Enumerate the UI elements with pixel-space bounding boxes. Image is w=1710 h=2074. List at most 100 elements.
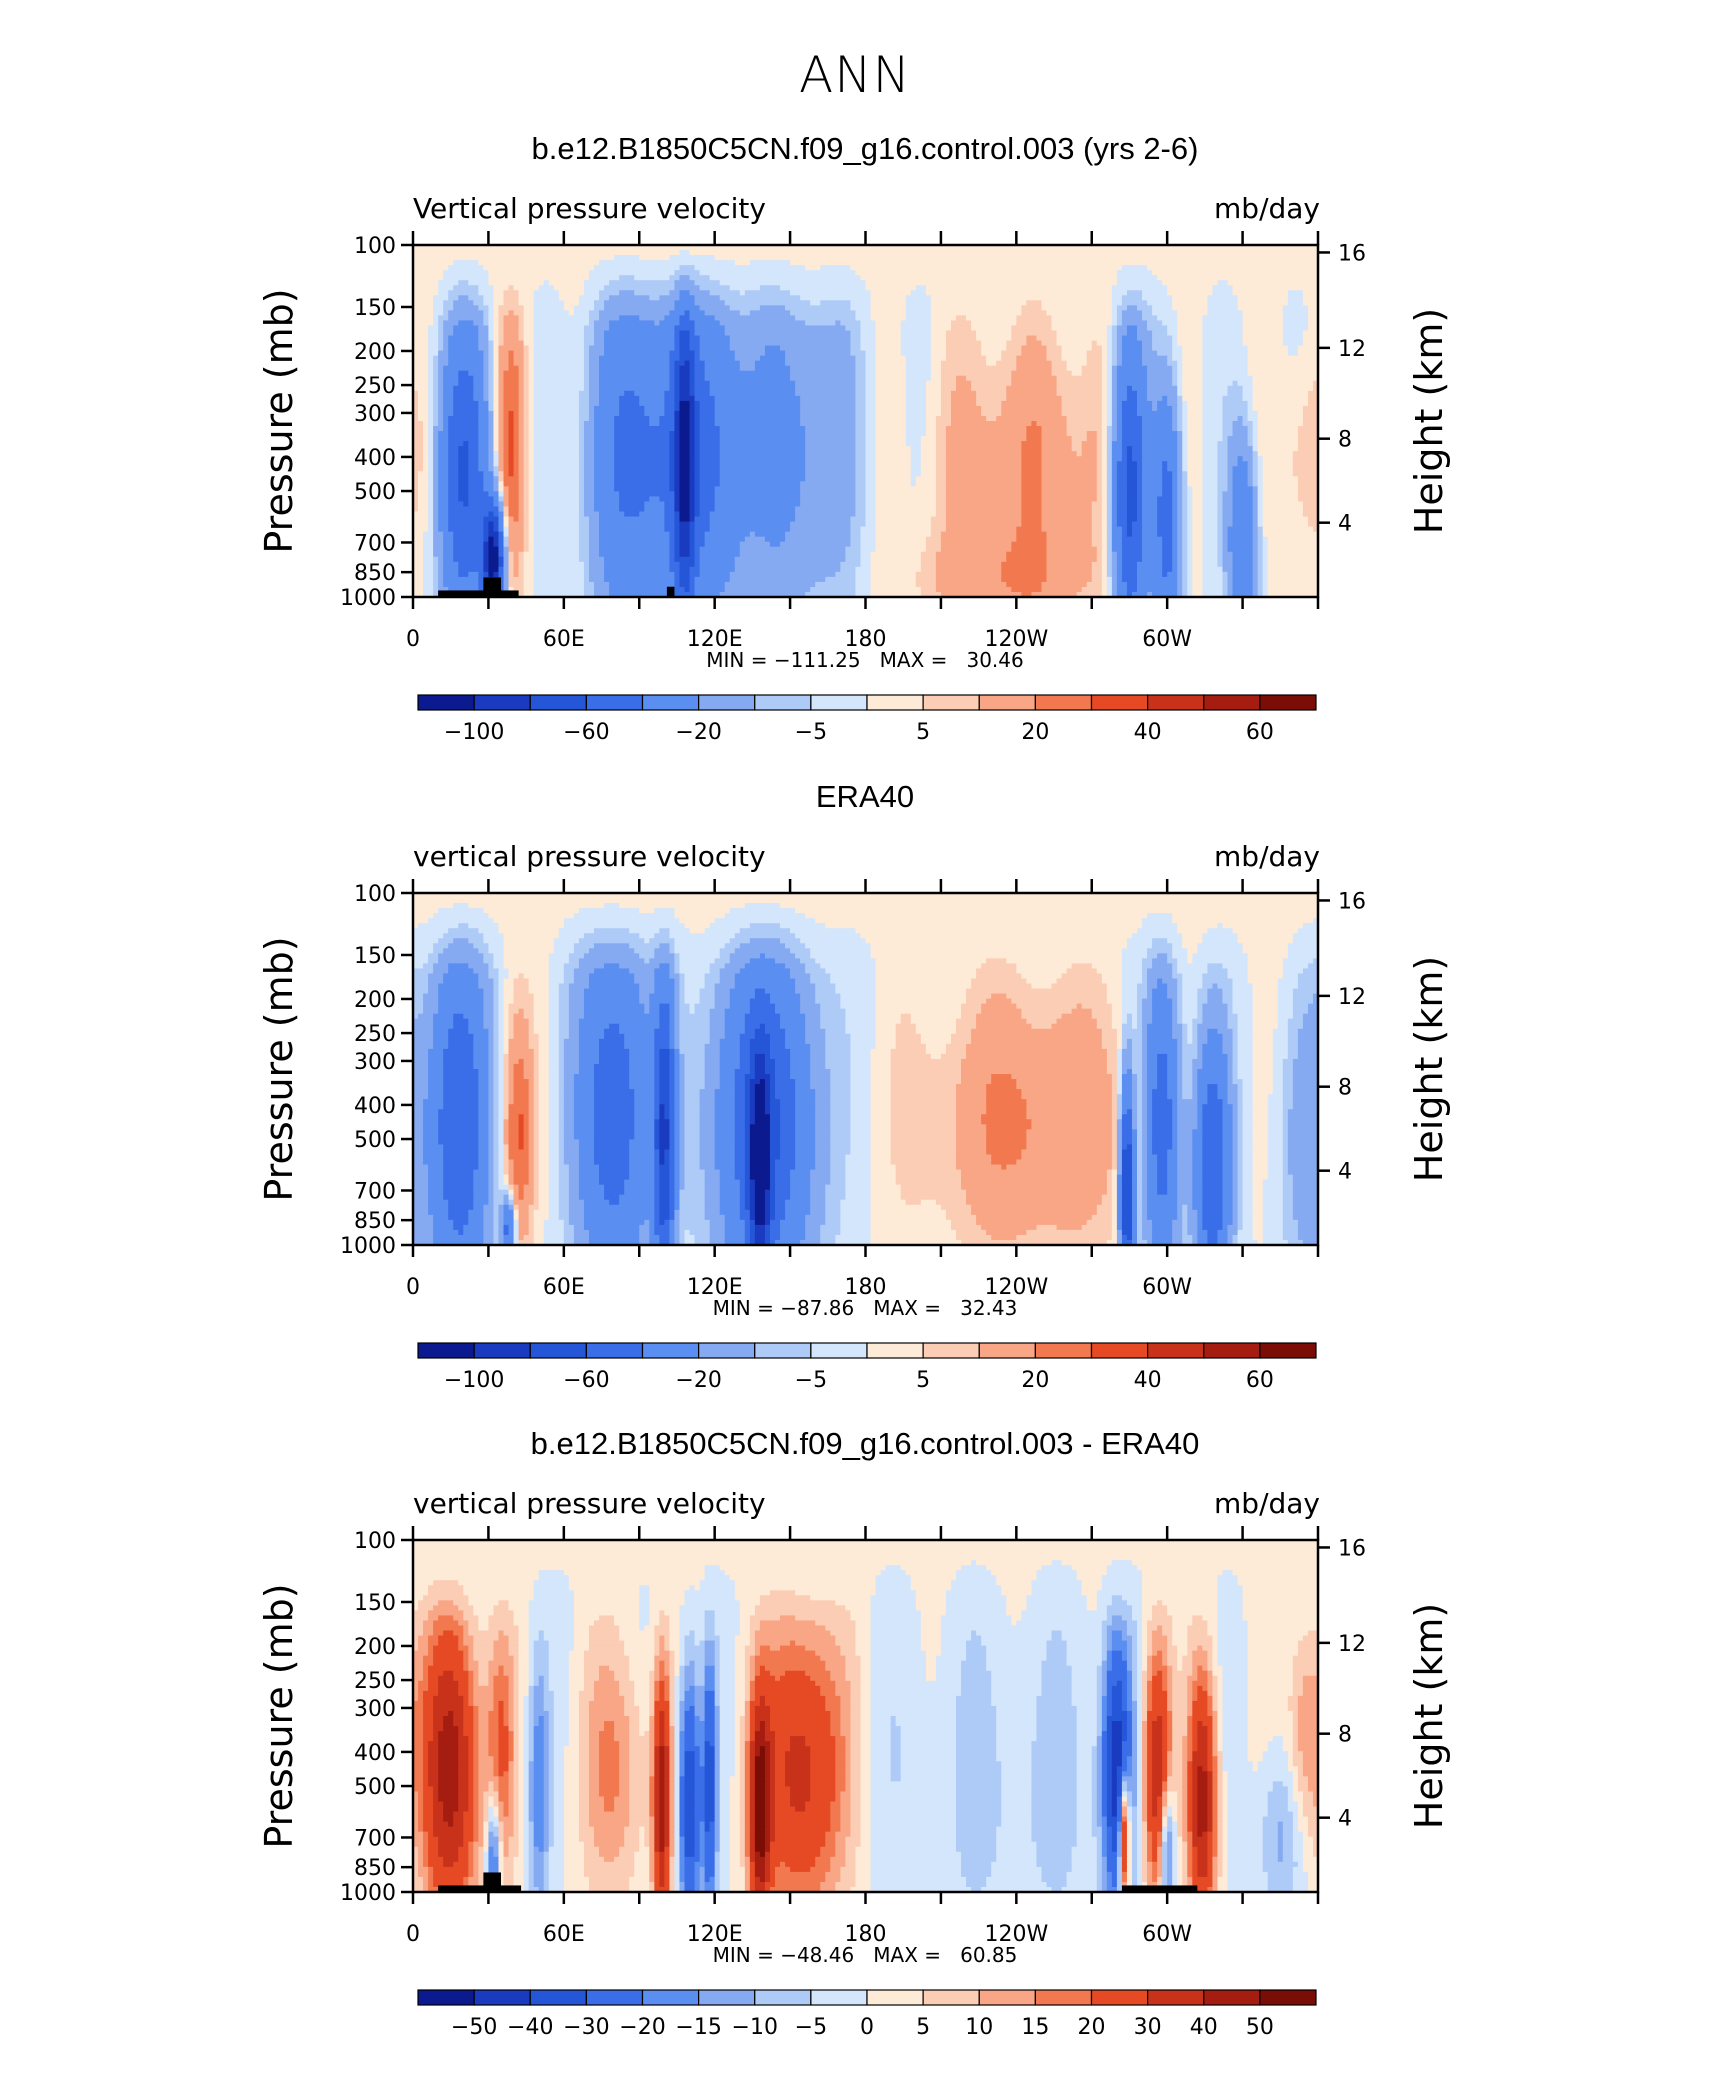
x-tick-label: 120E — [687, 1922, 743, 1947]
colorbar-box — [698, 694, 756, 711]
colorbar-label: 5 — [916, 1368, 930, 1393]
height-tick-label: 12 — [1338, 337, 1366, 362]
field-name-label: Vertical pressure velocity — [413, 192, 766, 225]
y-tick-label: 300 — [354, 402, 396, 427]
colorbar-label: −60 — [563, 720, 609, 745]
colorbar-box — [417, 694, 475, 711]
colorbar-label: −10 — [732, 2015, 778, 2040]
y-tick-label: 850 — [354, 561, 396, 586]
colorbar: −50 −40 −30 −20 −15 −10 −5 0 5 10 15 20 30 40 50 — [417, 1989, 1317, 2040]
colorbar-box — [866, 1989, 924, 2006]
units-label: mb/day — [1214, 1487, 1320, 1520]
x-tick-label: 60E — [543, 1275, 585, 1300]
colorbar-box — [1147, 1989, 1205, 2006]
colorbar-box — [529, 1342, 587, 1359]
colorbar-box — [1203, 694, 1261, 711]
topography-mask — [1121, 1885, 1198, 1892]
colorbar-label: 40 — [1134, 1368, 1162, 1393]
colorbar-label: −100 — [444, 1368, 504, 1393]
y-axis-label: Pressure (mb) — [257, 936, 301, 1201]
colorbar-label: −5 — [795, 2015, 827, 2040]
y-tick-label: 500 — [354, 1775, 396, 1800]
colorbar-box — [866, 1342, 924, 1359]
colorbar-box — [1147, 1342, 1205, 1359]
y-tick-label: 250 — [354, 374, 396, 399]
x-tick-label: 0 — [406, 1922, 420, 1947]
panel-title: ERA40 — [816, 779, 914, 814]
x-axis: 0 60E 120E 180 120W 60W — [406, 879, 1320, 1300]
colorbar-box — [698, 1989, 756, 2006]
contour-field — [413, 245, 1319, 598]
x-tick-label: 60W — [1142, 1922, 1192, 1947]
x-tick-label: 60E — [543, 627, 585, 652]
colorbar-box — [978, 1342, 1036, 1359]
colorbar-box — [641, 1989, 700, 2006]
colorbar-label: 0 — [860, 2015, 874, 2040]
figure-title: ANN — [799, 46, 911, 104]
colorbar-box — [1034, 1989, 1093, 2006]
y-tick-label: 1000 — [340, 1234, 396, 1259]
colorbar-box — [922, 1989, 980, 2006]
colorbar: −100 −60 −20 −5 5 20 40 60 — [417, 694, 1317, 745]
panel-title: b.e12.B1850C5CN.f09_g16.control.003 - ER… — [531, 1426, 1200, 1461]
min-max-text: MIN = −111.25 MAX = 30.46 — [706, 648, 1023, 672]
colorbar-label: 5 — [916, 2015, 930, 2040]
contour-field — [413, 1540, 1319, 1893]
colorbar-box — [585, 694, 644, 711]
colorbar-label: −30 — [563, 2015, 609, 2040]
colorbar-box — [1259, 694, 1317, 711]
colorbar-box — [1203, 1342, 1261, 1359]
height-tick-label: 4 — [1338, 1160, 1352, 1185]
panel-2: ERA40 vertical pressure velocity mb/day 0 60… — [257, 779, 1451, 1393]
y-tick-label: 850 — [354, 1209, 396, 1234]
colorbar-box — [1090, 1342, 1149, 1359]
colorbar-label: −20 — [675, 1368, 721, 1393]
y-axis-right: 16 12 8 4 — [1318, 241, 1366, 537]
topography-mask — [438, 590, 519, 597]
colorbar-box — [585, 1989, 644, 2006]
height-tick-label: 16 — [1338, 1536, 1366, 1561]
colorbar-box — [529, 694, 587, 711]
colorbar-label: 15 — [1021, 2015, 1049, 2040]
y-tick-label: 400 — [354, 1741, 396, 1766]
colorbar-label: 40 — [1190, 2015, 1218, 2040]
colorbar-box — [641, 694, 700, 711]
colorbar-label: −20 — [675, 720, 721, 745]
colorbar-label: −60 — [563, 1368, 609, 1393]
y-tick-label: 250 — [354, 1669, 396, 1694]
x-tick-label: 120E — [687, 627, 743, 652]
colorbar-box — [754, 1989, 812, 2006]
colorbar-label: −15 — [675, 2015, 721, 2040]
x-tick-label: 180 — [845, 627, 887, 652]
colorbar-label: 40 — [1134, 720, 1162, 745]
y-tick-label: 150 — [354, 1591, 396, 1616]
colorbar-box — [866, 694, 924, 711]
y-tick-label: 150 — [354, 296, 396, 321]
topography-mask — [483, 577, 501, 597]
colorbar-box — [698, 1342, 756, 1359]
min-max-text: MIN = −48.46 MAX = 60.85 — [713, 1943, 1018, 1967]
height-tick-label: 4 — [1338, 1807, 1352, 1832]
colorbar-box — [810, 1342, 868, 1359]
x-tick-label: 60W — [1142, 627, 1192, 652]
y-tick-label: 700 — [354, 1826, 396, 1851]
topography-mask — [438, 1885, 522, 1892]
units-label: mb/day — [1214, 840, 1320, 873]
y-tick-label: 700 — [354, 1179, 396, 1204]
colorbar-box — [417, 1342, 475, 1359]
colorbar-label: 10 — [965, 2015, 993, 2040]
colorbar-label: −5 — [795, 1368, 827, 1393]
colorbar-box — [473, 1342, 531, 1359]
colorbar-box — [1034, 1342, 1093, 1359]
x-tick-label: 120W — [984, 1922, 1048, 1947]
height-axis-label: Height (km) — [1407, 1603, 1451, 1829]
field-name-label: vertical pressure velocity — [413, 840, 766, 873]
colorbar-box — [1090, 1989, 1149, 2006]
height-axis-label: Height (km) — [1407, 956, 1451, 1182]
height-tick-label: 16 — [1338, 241, 1366, 266]
colorbar-box — [754, 1342, 812, 1359]
y-axis-right: 16 12 8 4 — [1318, 889, 1366, 1185]
colorbar-box — [978, 694, 1036, 711]
